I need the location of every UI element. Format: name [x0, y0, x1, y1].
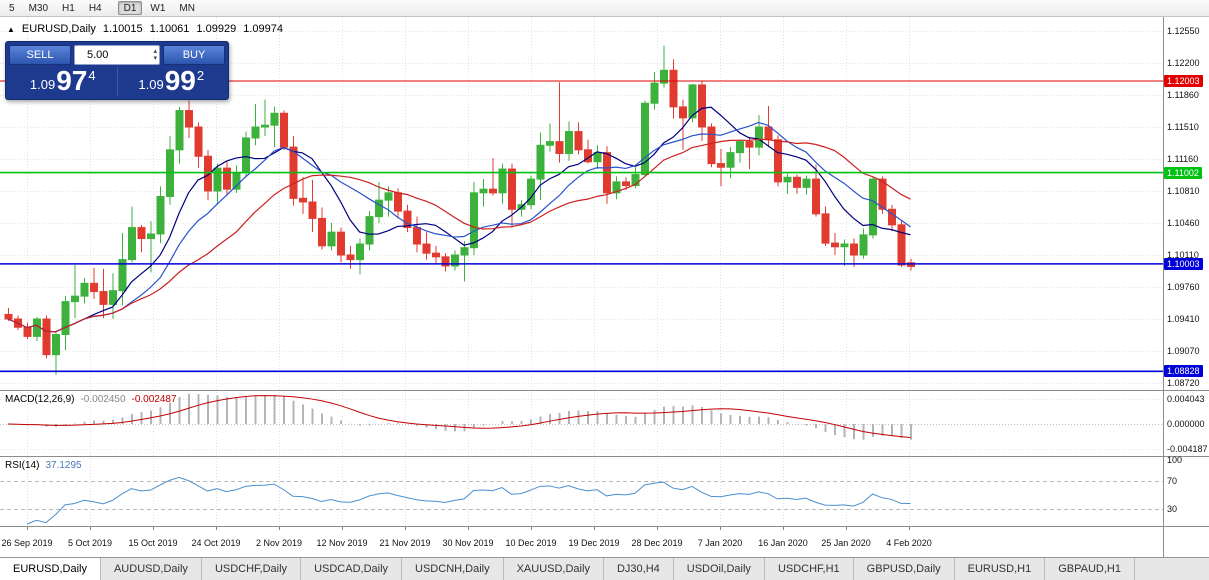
tab-usdchf-daily[interactable]: USDCHF,Daily [202, 558, 302, 580]
buy-price-big: 99 [164, 65, 196, 96]
timeframe-button-w1[interactable]: W1 [150, 3, 166, 14]
timeframe-button-mn[interactable]: MN [179, 3, 195, 14]
tab-usdchf-h1[interactable]: USDCHF,H1 [765, 558, 854, 580]
tab-eurusd-daily[interactable]: EURUSD,Daily [0, 558, 101, 580]
one-click-trading-panel: SELL 5.00 ▴ ▾ BUY 1.09 97 4 1.09 99 2 [5, 41, 229, 101]
sell-button[interactable]: SELL [9, 45, 71, 65]
buy-price-pip: 2 [196, 68, 205, 83]
tab-audusd-daily[interactable]: AUDUSD,Daily [101, 558, 202, 580]
chart-header: ▲ EURUSD,Daily 1.10015 1.10061 1.09929 1… [7, 23, 283, 35]
ohlc-close: 1.09974 [243, 23, 283, 35]
buy-button[interactable]: BUY [163, 45, 225, 65]
sell-price-prefix: 1.09 [29, 77, 56, 92]
tab-usdcnh-daily[interactable]: USDCNH,Daily [402, 558, 504, 580]
trade-panel-prices: 1.09 97 4 1.09 99 2 [9, 65, 226, 97]
ohlc-low: 1.09929 [196, 23, 237, 35]
sell-price-big: 97 [56, 65, 88, 96]
trade-panel-controls: SELL 5.00 ▴ ▾ BUY [9, 45, 225, 65]
tab-xauusd-daily[interactable]: XAUUSD,Daily [504, 558, 604, 580]
symbol-tab-bar: EURUSD,Daily AUDUSD,Daily USDCHF,Daily USDC… [0, 557, 1209, 580]
rsi-pane [26, 476, 911, 525]
tab-usdoil-daily[interactable]: USDOil,Daily [674, 558, 765, 580]
chart-symbol-label: EURUSD,Daily [21, 23, 96, 35]
one-click-collapse-icon[interactable]: ▲ [7, 24, 15, 34]
volume-up-icon[interactable]: ▴ [153, 48, 157, 55]
timeframe-button-h1[interactable]: H1 [62, 3, 75, 14]
volume-stepper[interactable]: ▴ ▾ [153, 48, 157, 62]
tab-dj30-h4[interactable]: DJ30,H4 [604, 558, 674, 580]
buy-price[interactable]: 1.09 99 2 [118, 65, 226, 96]
sell-price-pip: 4 [88, 68, 96, 83]
macd-signal-value: -0.002487 [131, 394, 177, 405]
timeframe-button-m30[interactable]: M30 [28, 3, 49, 14]
tab-eurusd-h1[interactable]: EURUSD,H1 [955, 558, 1046, 580]
rsi-header: RSI(14) 37.1295 [5, 460, 82, 471]
rsi-value: 37.1295 [45, 460, 82, 471]
macd-main-value: -0.002450 [80, 394, 126, 405]
timeframe-button-h4[interactable]: H4 [88, 3, 102, 14]
rsi-title: RSI(14) [5, 460, 40, 471]
volume-down-icon[interactable]: ▾ [153, 55, 157, 62]
volume-value: 5.00 [87, 49, 109, 61]
macd-header: MACD(12,26,9) -0.002450 -0.002487 [5, 394, 177, 405]
timeframe-button-d1[interactable]: D1 [117, 1, 143, 15]
ohlc-open: 1.10015 [102, 23, 143, 35]
tab-gbpaud-h1[interactable]: GBPAUD,H1 [1045, 558, 1135, 580]
tab-usdcad-daily[interactable]: USDCAD,Daily [301, 558, 403, 580]
tab-gbpusd-daily[interactable]: GBPUSD,Daily [854, 558, 955, 580]
macd-title: MACD(12,26,9) [5, 394, 75, 405]
pane-separators [0, 17, 1209, 557]
macd-pane [7, 394, 912, 440]
price-levels [0, 80, 1163, 373]
timeframe-button-5[interactable]: 5 [9, 3, 15, 14]
ohlc-high: 1.10061 [149, 23, 190, 35]
volume-field[interactable]: 5.00 ▴ ▾ [74, 45, 160, 65]
timeframe-toolbar: 5 M30 H1 H4 D1 W1 MN [0, 0, 1209, 17]
buy-price-prefix: 1.09 [138, 77, 164, 92]
sell-price[interactable]: 1.09 97 4 [9, 65, 118, 97]
moving-averages [7, 106, 911, 333]
